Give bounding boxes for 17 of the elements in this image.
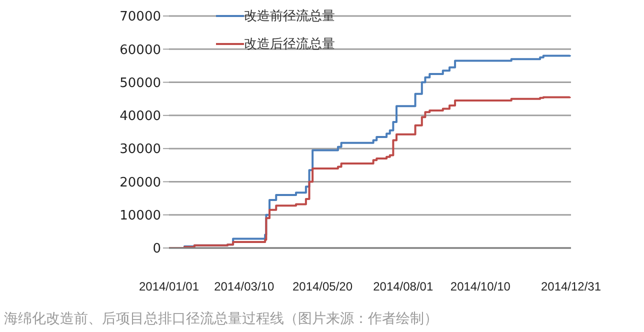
y-tick-label: 70000 <box>120 10 161 25</box>
x-tick-label: 2014/10/10 <box>450 280 511 294</box>
y-tick-label: 50000 <box>120 76 161 91</box>
x-tick-label: 2014/03/10 <box>214 280 274 294</box>
x-tick-label: 2014/01/01 <box>138 280 200 294</box>
x-tick-label: 2014/08/01 <box>373 280 434 294</box>
y-tick-label: 60000 <box>120 42 161 58</box>
y-tick-label: 0 <box>152 242 161 257</box>
legend-label: 改造后径流总量 <box>244 36 335 53</box>
y-tick-label: 10000 <box>120 208 161 224</box>
y-tick-label: 20000 <box>120 175 161 190</box>
text: 海绵化改造前、后项目总排口径流总量过程线（图片来源：作者绘制） <box>4 310 438 328</box>
x-tick-label: 2014/05/20 <box>292 280 353 294</box>
y-tick-label: 40000 <box>120 109 161 124</box>
y-tick-label: 30000 <box>120 142 161 158</box>
x-tick-label: 2014/12/31 <box>540 280 602 294</box>
legend-label: 改造前径流总量 <box>244 8 335 25</box>
